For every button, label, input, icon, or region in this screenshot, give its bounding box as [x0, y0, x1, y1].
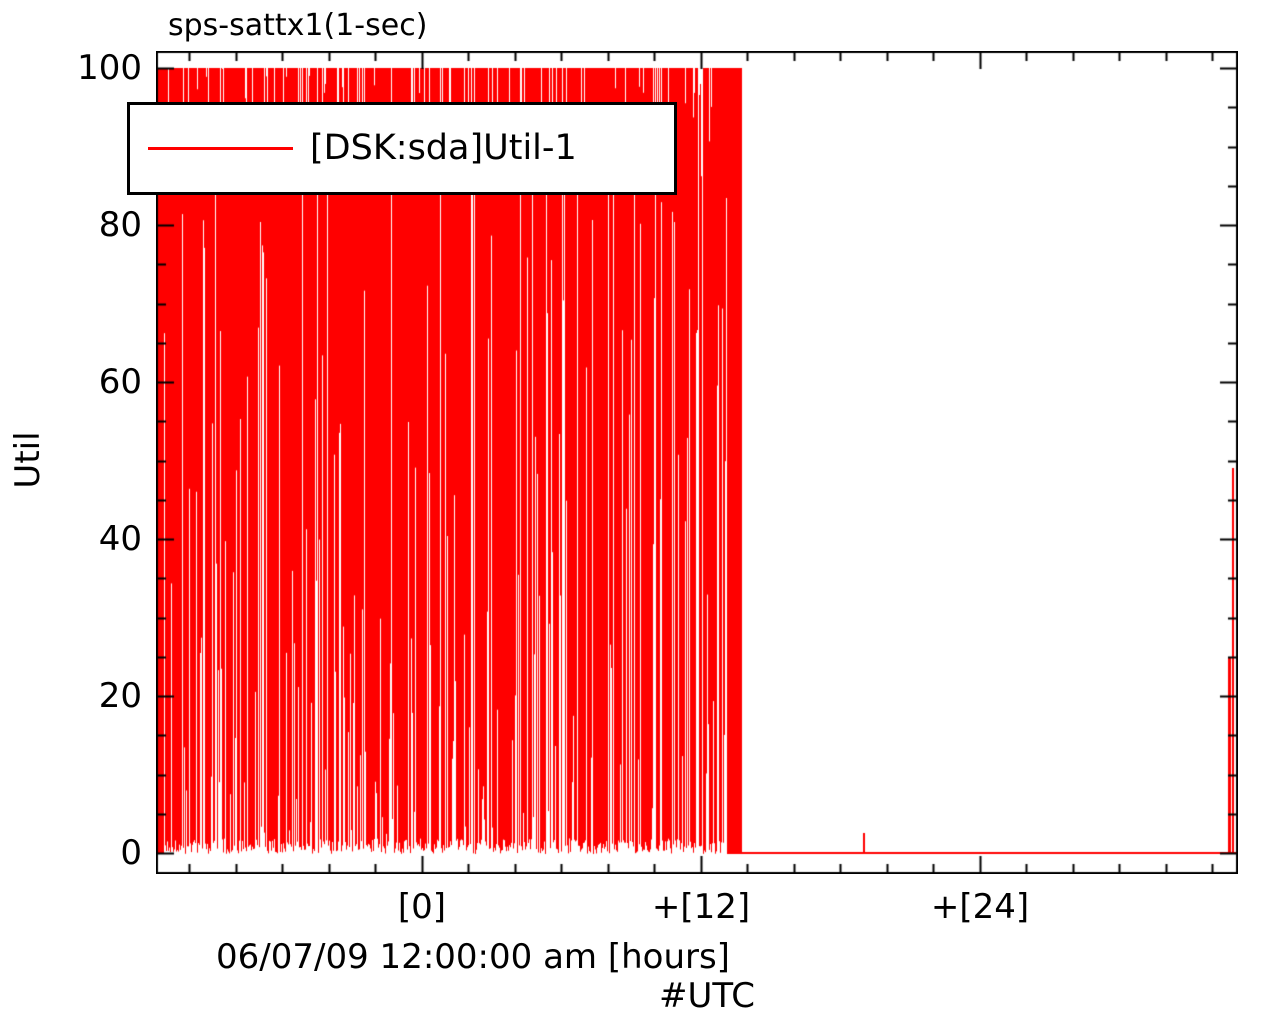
x-tick-label: [0] — [397, 887, 447, 927]
x-axis-date-label: 06/07/09 12:00:00 am [hours] — [216, 937, 730, 977]
y-tick-label: 20 — [98, 676, 142, 716]
legend-series-label: [DSK:sda]Util-1 — [310, 128, 577, 168]
y-tick-label: 0 — [120, 833, 142, 873]
y-tick-label: 80 — [98, 205, 142, 245]
x-axis-utc-label: #UTC — [659, 976, 755, 1016]
x-tick-label: +[24] — [930, 887, 1030, 927]
legend-series-line-sample — [148, 147, 293, 150]
x-tick-label: +[12] — [651, 887, 751, 927]
y-tick-label: 40 — [98, 519, 142, 559]
legend-box: [DSK:sda]Util-1 — [127, 102, 677, 195]
chart-title: sps-sattx1(1-sec) — [168, 8, 428, 43]
y-tick-label: 60 — [98, 362, 142, 402]
y-axis-title: Util — [8, 431, 48, 489]
y-tick-label: 100 — [77, 48, 142, 88]
